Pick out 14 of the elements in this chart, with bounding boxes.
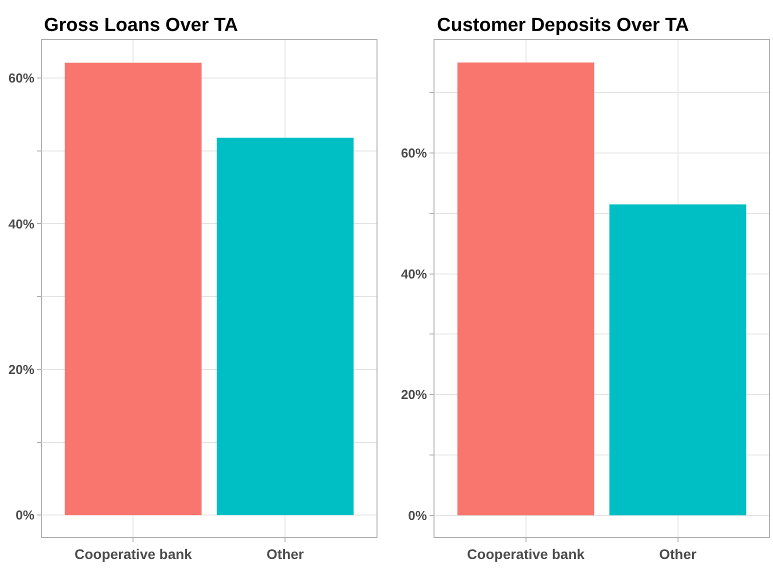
y-tick-label: 60% <box>8 70 35 86</box>
y-tick-label: 40% <box>400 266 428 282</box>
y-tick-label: 40% <box>8 216 35 232</box>
x-tick-label: Cooperative bank <box>467 546 585 562</box>
chart-title: Gross Loans Over TA <box>44 15 238 36</box>
y-tick-label: 0% <box>16 508 35 523</box>
y-tick-label: 0% <box>408 508 428 523</box>
x-tick-label: Other <box>266 546 304 562</box>
x-tick-label: Other <box>659 546 698 562</box>
x-tick-label: Cooperative bank <box>74 546 192 562</box>
y-tick-label: 20% <box>400 387 428 402</box>
y-tick-label: 20% <box>8 362 35 377</box>
y-tick-label: 60% <box>400 146 428 161</box>
chart-title: Customer Deposits Over TA <box>437 15 690 36</box>
